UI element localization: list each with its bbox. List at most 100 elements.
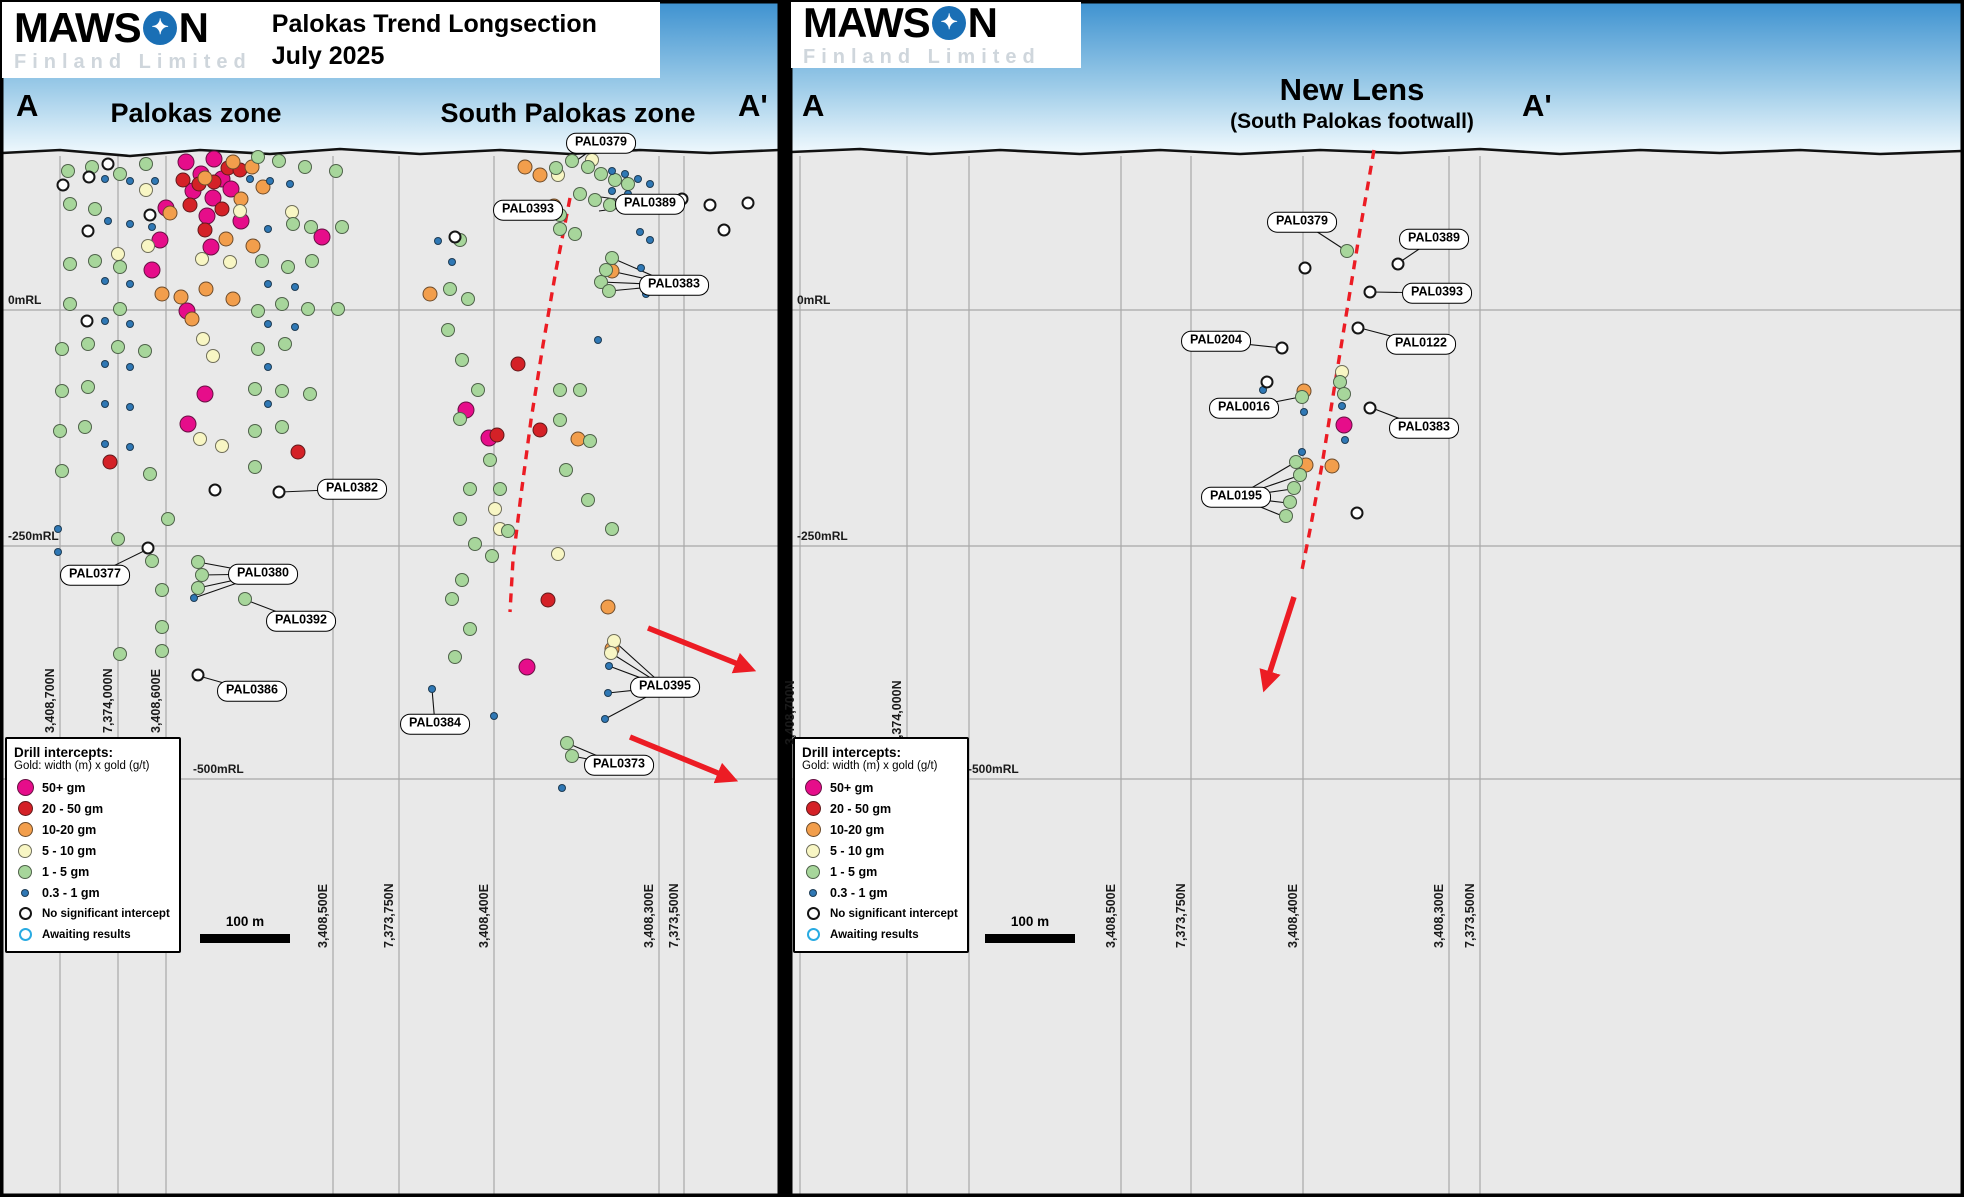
drill-intercept-dot-c03: [291, 283, 299, 291]
drill-intercept-dot-nsi: [1275, 341, 1289, 355]
legend-item: 1 - 5 gm: [14, 861, 172, 882]
drill-intercept-dot-c1: [445, 592, 459, 606]
drill-intercept-dot-c10: [225, 154, 241, 170]
legend-item: 1 - 5 gm: [802, 861, 960, 882]
rl-label: 0mRL: [797, 293, 831, 307]
drill-intercept-dot-c03: [101, 440, 109, 448]
drill-intercept-dot-c03: [126, 280, 134, 288]
legend-item-label: 5 - 10 gm: [42, 843, 97, 858]
drill-intercept-dot-c03: [246, 175, 254, 183]
logo-text-pre: MAWS: [803, 0, 931, 46]
drill-intercept-dot-c1: [55, 384, 69, 398]
legend-marker-wrap: [802, 864, 824, 879]
drill-intercept-dot-c03: [634, 175, 642, 183]
drill-intercept-dot-c03: [148, 223, 156, 231]
legend-marker-wrap: [802, 779, 824, 796]
drill-intercept-dot-c03: [490, 712, 498, 720]
drill-intercept-dot-c1: [286, 217, 300, 231]
drill-intercept-dot-c1: [113, 302, 127, 316]
mawson-logo: MAWS ✦ N Finland Limited: [14, 6, 252, 74]
header-card-right: MAWS ✦ N Finland Limited: [791, 0, 1081, 69]
drill-intercept-dot-c1: [278, 337, 292, 351]
structure-dashed-line: [508, 197, 572, 613]
drill-intercept-dot-c1: [1283, 495, 1297, 509]
drillhole-label: PAL0016: [1209, 397, 1279, 419]
drill-intercept-dot-c1: [443, 282, 457, 296]
drill-intercept-dot-c03: [286, 180, 294, 188]
grid-coordinate-label: 7,374,000N: [101, 668, 115, 733]
drill-intercept-dot-nsi: [80, 314, 94, 328]
drill-intercept-dot-c1: [608, 173, 622, 187]
grid-coordinate-label: 7,373,750N: [1174, 883, 1188, 948]
drillhole-label: PAL0392: [266, 610, 336, 632]
drill-intercept-dot-c1: [275, 297, 289, 311]
drill-intercept-dot-c1: [255, 254, 269, 268]
logo-text-post: N: [967, 0, 998, 46]
drill-intercept-dot-c10: [1324, 458, 1340, 474]
drill-intercept-dot-c1: [501, 524, 515, 538]
drill-intercept-dot-c5: [206, 349, 220, 363]
drill-intercept-dot-c1: [143, 467, 157, 481]
drill-intercept-dot-c1: [305, 254, 319, 268]
legend-item-label: 10-20 gm: [42, 822, 97, 837]
grid-coordinate-label: 3,408,700N: [43, 668, 57, 733]
drill-intercept-dot-c1: [605, 522, 619, 536]
drill-intercept-dot-c1: [463, 482, 477, 496]
drill-intercept-dot-c03: [190, 594, 198, 602]
grid-coordinate-label: 3,408,400E: [477, 884, 491, 948]
drill-intercept-dot-c20: [290, 444, 306, 460]
drill-intercept-dot-c1: [272, 154, 286, 168]
grid-coordinate-label: 3,408,500E: [1104, 884, 1118, 948]
logo-star-icon: ✦: [142, 10, 177, 45]
legend-marker-wrap: [802, 928, 824, 941]
drill-intercept-dot-c1: [329, 164, 343, 178]
drill-intercept-dot-c1: [155, 644, 169, 658]
drill-intercept-dot-c1: [549, 161, 563, 175]
drill-intercept-dot-c03: [1298, 448, 1306, 456]
drill-intercept-dot-c10: [173, 289, 189, 305]
legend-marker-wrap: [14, 779, 36, 796]
legend-item-label: 20 - 50 gm: [830, 801, 892, 816]
drill-intercept-dot-c10: [154, 286, 170, 302]
drill-intercept-dot-c1: [251, 150, 265, 164]
legend-item: 20 - 50 gm: [14, 798, 172, 819]
legend-item-label: No significant intercept: [830, 907, 958, 920]
grid-coordinate-label: 3,408,600E: [149, 669, 163, 733]
grid-coordinate-label: 7,374,000N: [890, 680, 904, 745]
drill-intercept-dot-c03: [266, 177, 274, 185]
drill-intercept-dot-c1: [441, 323, 455, 337]
drill-intercept-dot-c03: [126, 363, 134, 371]
legend-marker-c10: [805, 822, 821, 837]
drill-intercept-dot-c1: [138, 344, 152, 358]
drill-intercept-dot-c03: [608, 167, 616, 175]
figure-title-block: Palokas Trend Longsection July 2025: [272, 8, 597, 73]
drillhole-label: PAL0389: [615, 193, 685, 215]
drill-intercept-dot-c1: [455, 573, 469, 587]
plunge-arrow: [1259, 596, 1297, 693]
drill-intercept-dot-c1: [1293, 468, 1307, 482]
drill-intercept-dot-c10: [225, 291, 241, 307]
drill-intercept-dot-c5: [141, 239, 155, 253]
legend-title: Drill intercepts:: [802, 745, 902, 760]
drill-intercept-dot-nsi: [448, 230, 462, 244]
legend-marker-wrap: [14, 888, 36, 897]
drill-intercept-dot-c1: [471, 383, 485, 397]
drill-intercept-dot-c1: [565, 154, 579, 168]
legend-item-label: 0.3 - 1 gm: [42, 885, 100, 900]
drill-intercept-dot-c1: [573, 187, 587, 201]
drill-intercept-dot-c1: [63, 297, 77, 311]
drill-intercept-dot-c1: [303, 387, 317, 401]
drill-intercept-dot-c50: [518, 658, 536, 676]
legend-subtitle: Gold: width (m) x gold (g/t): [14, 760, 150, 772]
drill-intercept-dot-nsi: [1363, 401, 1377, 415]
drill-intercept-dot-c10: [197, 170, 213, 186]
drillhole-label: PAL0373: [584, 754, 654, 776]
drill-intercept-dot-c1: [1287, 481, 1301, 495]
grid-coordinate-label: 3,408,500E: [316, 884, 330, 948]
logo-wordmark: MAWS ✦ N: [14, 6, 252, 49]
drill-intercept-dot-nsi: [717, 223, 731, 237]
drill-intercept-dot-nsi: [1350, 506, 1364, 520]
mawson-logo: MAWS ✦ N Finland Limited: [803, 0, 1041, 69]
drill-intercept-dot-nsi: [1391, 257, 1405, 271]
